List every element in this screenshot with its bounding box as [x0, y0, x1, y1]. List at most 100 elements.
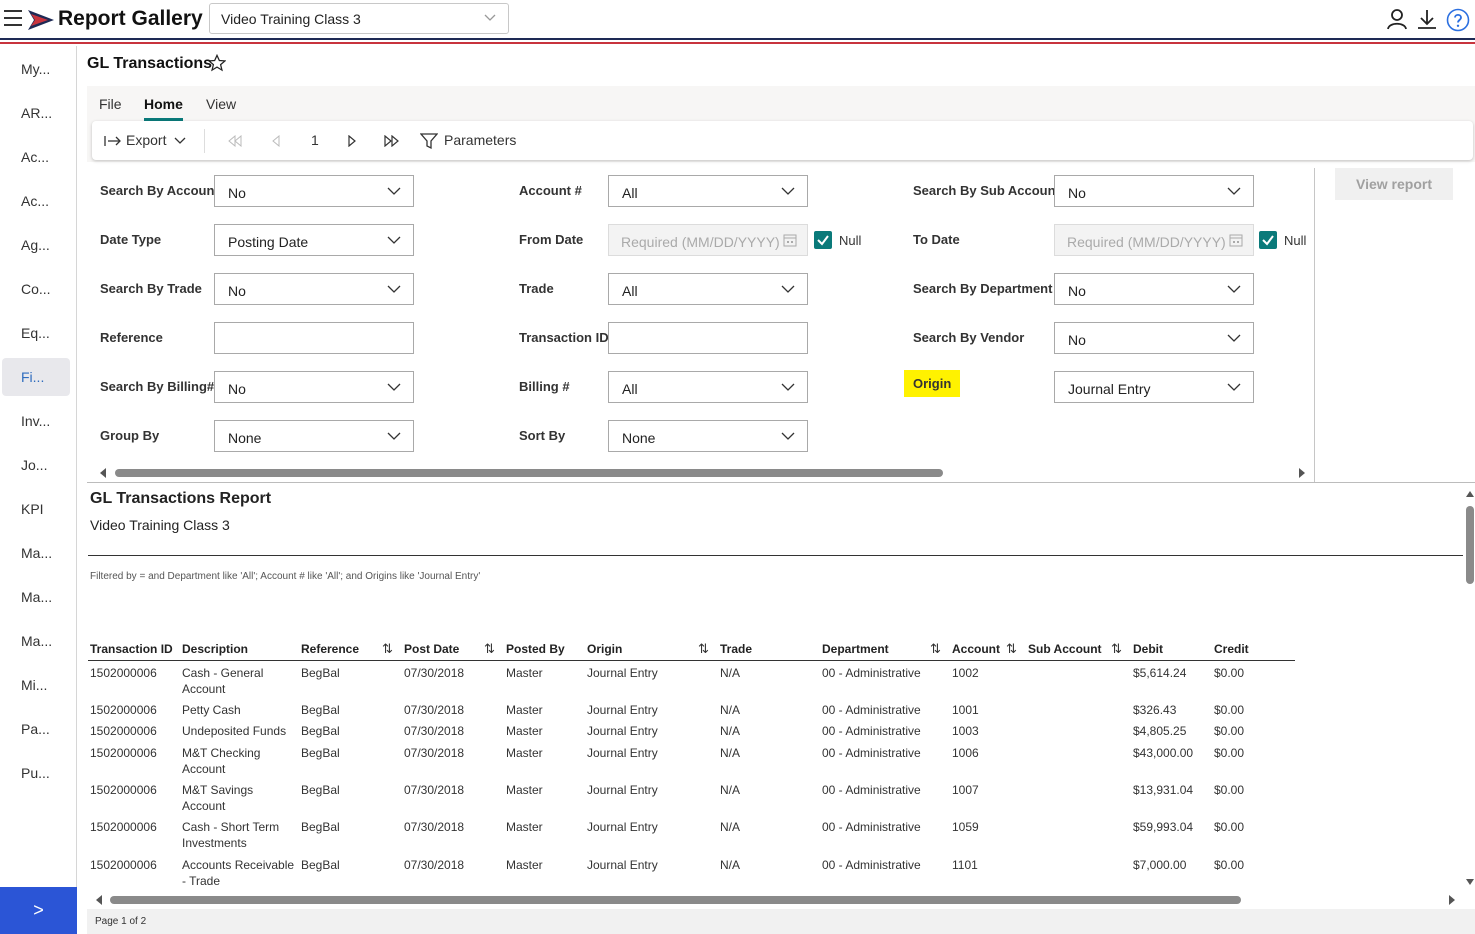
search-by-billing-select[interactable]: No — [214, 371, 414, 403]
sort-icon[interactable]: ⇅ — [698, 641, 709, 656]
scrollbar-thumb[interactable] — [110, 896, 1241, 904]
cell-post-date: 07/30/2018 — [404, 746, 465, 760]
scrollbar-thumb[interactable] — [1466, 506, 1474, 584]
download-icon[interactable] — [1416, 8, 1438, 30]
cell-post-date: 07/30/2018 — [404, 783, 465, 797]
tab-file[interactable]: File — [99, 96, 122, 112]
sidebar-item-ma-1[interactable]: Ma... — [21, 545, 53, 561]
chevron-down-icon[interactable] — [174, 136, 186, 146]
sidebar-item-mi[interactable]: Mi... — [21, 677, 48, 693]
reference-input[interactable] — [214, 322, 414, 354]
sort-icon[interactable]: ⇅ — [484, 641, 495, 656]
search-by-department-select[interactable]: No — [1054, 273, 1254, 305]
first-page-icon[interactable] — [228, 135, 242, 147]
sidebar-item-ma-3[interactable]: Ma... — [21, 633, 53, 649]
calendar-icon[interactable] — [1229, 233, 1243, 247]
cell-transaction-id: 1502000006 — [90, 746, 157, 760]
scroll-left-icon[interactable] — [99, 468, 107, 478]
scroll-right-icon[interactable] — [1298, 468, 1306, 478]
cell-description-cont: Account — [182, 682, 226, 696]
sort-by-select[interactable]: None — [608, 420, 808, 452]
sidebar-item-fi[interactable]: Fi... — [2, 358, 70, 396]
group-by-select[interactable]: None — [214, 420, 414, 452]
to-date-null-label: Null — [1284, 233, 1307, 248]
sidebar-item-co[interactable]: Co... — [21, 281, 51, 297]
to-date-null-checkbox[interactable] — [1259, 231, 1277, 249]
sidebar-item-ar[interactable]: AR... — [21, 105, 53, 121]
scroll-left-icon[interactable] — [95, 895, 103, 905]
sidebar-item-kpi[interactable]: KPI — [21, 501, 44, 517]
help-icon[interactable] — [1446, 8, 1470, 32]
sort-icon[interactable]: ⇅ — [382, 641, 393, 656]
origin-select[interactable]: Journal Entry — [1054, 371, 1254, 403]
export-button[interactable]: Export — [126, 132, 167, 148]
chevron-down-icon — [781, 383, 795, 391]
cell-origin: Journal Entry — [587, 724, 658, 738]
parameters-button[interactable]: Parameters — [444, 132, 517, 148]
user-icon[interactable] — [1386, 8, 1408, 30]
favorite-star-icon[interactable] — [208, 54, 226, 72]
from-date-null-checkbox[interactable] — [814, 231, 832, 249]
trade-select[interactable]: All — [608, 273, 808, 305]
search-by-account-select[interactable]: No — [214, 175, 414, 207]
hamburger-menu-icon[interactable] — [4, 10, 22, 26]
sidebar-item-inv[interactable]: Inv... — [21, 413, 51, 429]
cell-description-cont: - Trade — [182, 874, 221, 888]
select-value: All — [622, 185, 638, 201]
select-value: Journal Entry — [1068, 381, 1151, 397]
tab-view[interactable]: View — [206, 96, 237, 112]
sidebar-item-ag[interactable]: Ag... — [21, 237, 50, 253]
sort-icon[interactable]: ⇅ — [1111, 641, 1122, 656]
scroll-right-icon[interactable] — [1448, 895, 1456, 905]
params-horizontal-scrollbar[interactable] — [115, 469, 943, 477]
trade-label: Trade — [519, 281, 554, 296]
report-vertical-scrollbar[interactable] — [1466, 490, 1474, 888]
search-by-sub-account-select[interactable]: No — [1054, 175, 1254, 207]
search-by-trade-select[interactable]: No — [214, 273, 414, 305]
transaction-id-input[interactable] — [608, 322, 808, 354]
calendar-icon[interactable] — [783, 233, 797, 247]
sidebar-expand-button[interactable]: > — [0, 887, 77, 934]
sidebar-item-ac-1[interactable]: Ac... — [21, 149, 50, 165]
scroll-down-icon[interactable] — [1466, 878, 1474, 886]
tab-home[interactable]: Home — [144, 96, 183, 121]
filter-icon[interactable] — [420, 132, 438, 150]
search-by-vendor-select[interactable]: No — [1054, 322, 1254, 354]
sidebar-item-ma-2[interactable]: Ma... — [21, 589, 53, 605]
cell-reference: BegBal — [301, 703, 340, 717]
scrollbar-thumb[interactable] — [115, 469, 943, 477]
sort-icon[interactable]: ⇅ — [930, 641, 941, 656]
sidebar-item-pu[interactable]: Pu... — [21, 765, 50, 781]
cell-credit: $0.00 — [1214, 858, 1245, 872]
report-horizontal-scrollbar[interactable] — [110, 896, 1241, 904]
view-report-button[interactable]: View report — [1335, 168, 1453, 200]
cell-department: 00 - Administrative — [822, 783, 921, 797]
sidebar-item-ac-2[interactable]: Ac... — [21, 193, 50, 209]
page-number[interactable]: 1 — [311, 132, 319, 148]
from-date-input[interactable]: Required (MM/DD/YYYY) — [608, 224, 808, 256]
cell-account: 1101 — [952, 858, 978, 872]
sort-icon[interactable]: ⇅ — [1006, 641, 1017, 656]
sidebar-item-jo[interactable]: Jo... — [21, 457, 48, 473]
chevron-down-icon — [781, 187, 795, 195]
cell-debit: $59,993.04 — [1133, 820, 1194, 834]
sidebar-item-pa[interactable]: Pa... — [21, 721, 50, 737]
cell-credit: $0.00 — [1214, 820, 1245, 834]
cell-debit: $43,000.00 — [1133, 746, 1194, 760]
column-header-trade: Trade — [720, 642, 753, 656]
export-arrow-icon — [104, 136, 121, 146]
billing-num-select[interactable]: All — [608, 371, 808, 403]
account-num-select[interactable]: All — [608, 175, 808, 207]
last-page-icon[interactable] — [384, 135, 400, 147]
to-date-input[interactable]: Required (MM/DD/YYYY) — [1054, 224, 1254, 256]
date-type-select[interactable]: Posting Date — [214, 224, 414, 256]
cell-description: Accounts Receivable — [182, 858, 295, 872]
scroll-up-icon[interactable] — [1466, 490, 1474, 498]
cell-account: 1006 — [952, 746, 979, 760]
sidebar-item-my[interactable]: My... — [21, 61, 51, 77]
workspace-select[interactable]: Video Training Class 3 — [209, 3, 509, 34]
next-page-icon[interactable] — [348, 135, 356, 147]
parameters-panel: Search By Account No Date Type Posting D… — [87, 166, 1313, 484]
previous-page-icon[interactable] — [272, 135, 280, 147]
sidebar-item-eq[interactable]: Eq... — [21, 325, 50, 341]
